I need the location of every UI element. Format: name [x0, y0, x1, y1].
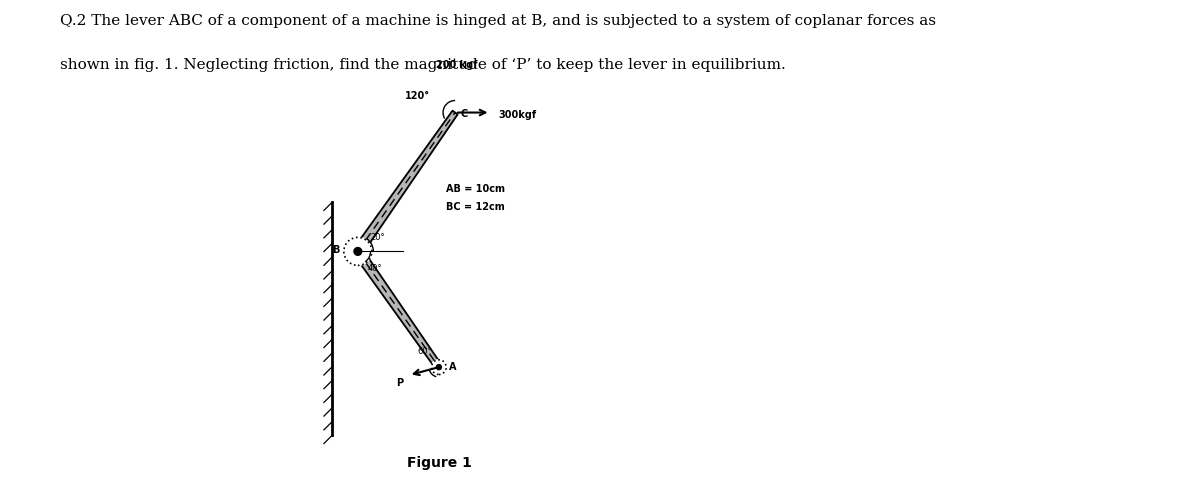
- Text: AB = 10cm: AB = 10cm: [446, 184, 505, 194]
- Text: BC = 12cm: BC = 12cm: [446, 203, 505, 213]
- Text: 60°: 60°: [418, 347, 432, 356]
- Circle shape: [432, 360, 446, 374]
- Text: C: C: [461, 109, 468, 119]
- Polygon shape: [354, 249, 442, 369]
- Text: Q.2 The lever ABC of a component of a machine is hinged at B, and is subjected t: Q.2 The lever ABC of a component of a ma…: [60, 14, 936, 28]
- Circle shape: [437, 365, 442, 370]
- Text: 20°: 20°: [371, 232, 385, 241]
- Text: 300kgf: 300kgf: [499, 110, 536, 120]
- Polygon shape: [354, 111, 457, 254]
- Text: Figure 1: Figure 1: [408, 456, 473, 470]
- Text: 40°: 40°: [367, 264, 382, 273]
- Text: B: B: [332, 245, 340, 255]
- Circle shape: [354, 248, 361, 255]
- Text: P: P: [396, 378, 403, 388]
- Text: A: A: [449, 362, 456, 372]
- Text: 200 kgf: 200 kgf: [436, 60, 478, 70]
- Text: 120°: 120°: [404, 91, 430, 101]
- Text: shown in fig. 1. Neglecting friction, find the magnitude of ‘P’ to keep the leve: shown in fig. 1. Neglecting friction, fi…: [60, 58, 786, 72]
- Circle shape: [344, 238, 372, 265]
